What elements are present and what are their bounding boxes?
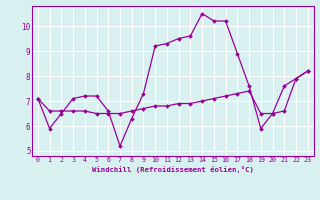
X-axis label: Windchill (Refroidissement éolien,°C): Windchill (Refroidissement éolien,°C): [92, 166, 254, 173]
